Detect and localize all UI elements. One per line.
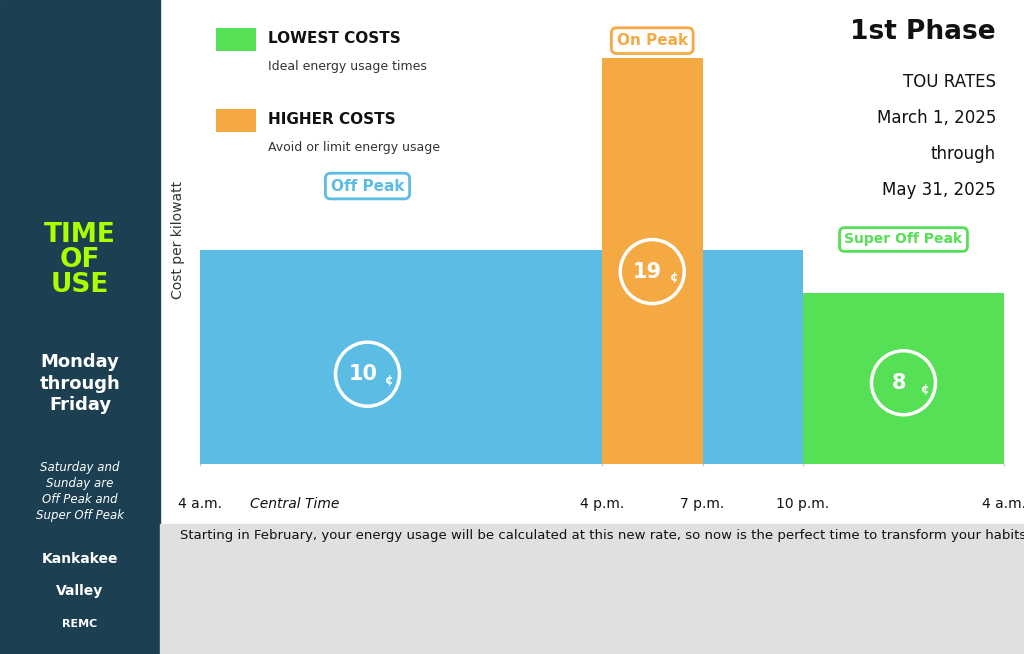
Text: HIGHER COSTS: HIGHER COSTS [268,112,396,126]
Text: Monday
through
Friday: Monday through Friday [40,353,121,414]
Text: REMC: REMC [62,619,97,629]
Text: TOU RATES: TOU RATES [903,73,996,92]
Text: 10: 10 [348,364,377,384]
Text: Ideal energy usage times: Ideal energy usage times [268,60,427,73]
Text: March 1, 2025: March 1, 2025 [877,109,996,128]
Bar [702,250,803,464]
Text: 19: 19 [633,262,662,282]
Text: Avoid or limit energy usage: Avoid or limit energy usage [268,141,440,154]
Ellipse shape [336,342,399,406]
Text: 4 p.m.: 4 p.m. [580,497,624,511]
FancyBboxPatch shape [216,109,256,131]
Text: 4 a.m.: 4 a.m. [982,497,1024,511]
Text: Starting in February, your energy usage will be calculated at this new rate, so : Starting in February, your energy usage … [180,529,1024,542]
Text: Saturday and
Sunday are
Off Peak and
Super Off Peak: Saturday and Sunday are Off Peak and Sup… [36,461,124,522]
Text: ¢: ¢ [922,383,930,396]
Text: On Peak: On Peak [616,33,688,48]
Text: LOWEST COSTS: LOWEST COSTS [268,31,401,46]
Text: Cost per kilowatt: Cost per kilowatt [171,181,185,299]
Text: Kankakee: Kankakee [42,552,118,566]
Text: through: through [931,145,996,164]
Ellipse shape [871,351,936,415]
Ellipse shape [621,239,684,303]
Text: Super Off Peak: Super Off Peak [845,233,963,247]
Bar [602,58,702,464]
Text: ¢: ¢ [670,271,679,284]
Bar [200,250,602,464]
Text: 8: 8 [892,373,906,393]
Text: ¢: ¢ [385,374,393,387]
FancyBboxPatch shape [216,29,256,51]
Text: May 31, 2025: May 31, 2025 [883,181,996,199]
Bar [803,293,1004,464]
Text: 4 a.m.: 4 a.m. [178,497,222,511]
Text: Valley: Valley [56,585,103,598]
Text: Off Peak: Off Peak [331,179,404,194]
Text: TIME
OF
USE: TIME OF USE [44,222,116,298]
Text: 1st Phase: 1st Phase [850,20,996,46]
Text: 10 p.m.: 10 p.m. [776,497,829,511]
Text: 7 p.m.: 7 p.m. [680,497,725,511]
Text: Central Time: Central Time [250,497,340,511]
